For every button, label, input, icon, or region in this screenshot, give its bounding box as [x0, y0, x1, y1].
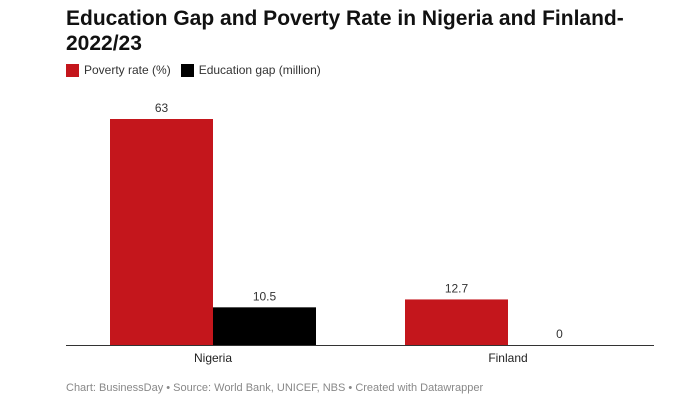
legend-swatch-poverty — [66, 63, 79, 77]
legend: Poverty rate (%) Education gap (million) — [66, 63, 331, 77]
value-label-nigeria-series-0: 63 — [155, 101, 169, 115]
legend-swatch-education — [180, 63, 194, 77]
category-label-finland: Finland — [488, 351, 527, 365]
chart-title: Education Gap and Poverty Rate in Nigeri… — [66, 7, 624, 55]
category-label-nigeria: Nigeria — [194, 351, 232, 365]
value-label-finland-series-0: 12.7 — [445, 281, 469, 295]
bar-nigeria-series-0 — [110, 119, 213, 345]
legend-label-poverty: Poverty rate (%) — [84, 63, 171, 77]
legend-item-education: Education gap (million) — [180, 63, 321, 77]
legend-label-education: Education gap (million) — [198, 63, 321, 77]
chart-footer: Chart: BusinessDay • Source: World Bank,… — [66, 382, 484, 394]
legend-item-poverty: Poverty rate (%) — [66, 63, 171, 77]
bar-nigeria-series-1 — [213, 307, 316, 345]
value-label-nigeria-series-1: 10.5 — [253, 289, 277, 303]
bar-finland-series-0 — [405, 299, 508, 345]
value-label-finland-series-1: 0 — [556, 327, 563, 341]
